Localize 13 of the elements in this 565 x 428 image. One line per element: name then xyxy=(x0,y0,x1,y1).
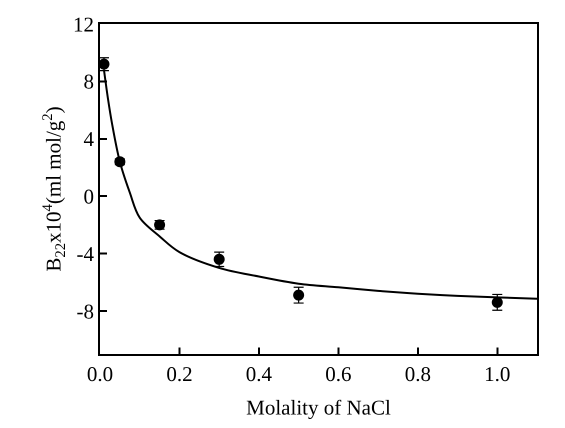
x-tick-label: 1.0 xyxy=(484,362,510,386)
y-tick-label: 4 xyxy=(84,127,95,152)
y-tick-label: -8 xyxy=(76,299,94,324)
x-tick-label: 0.4 xyxy=(246,362,273,386)
x-tick-label: 0.0 xyxy=(86,362,114,386)
y-tick-label: 8 xyxy=(84,70,94,94)
x-axis-title: Molality of NaCl xyxy=(246,396,391,420)
y-tick-label: 12 xyxy=(73,12,94,36)
x-tick-label: 0.2 xyxy=(166,362,193,386)
y-tick-label: -4 xyxy=(76,242,95,266)
y-tick-label: 0 xyxy=(84,184,94,209)
x-tick-label: 0.8 xyxy=(404,362,431,386)
x-tick-label: 0.6 xyxy=(325,362,352,386)
